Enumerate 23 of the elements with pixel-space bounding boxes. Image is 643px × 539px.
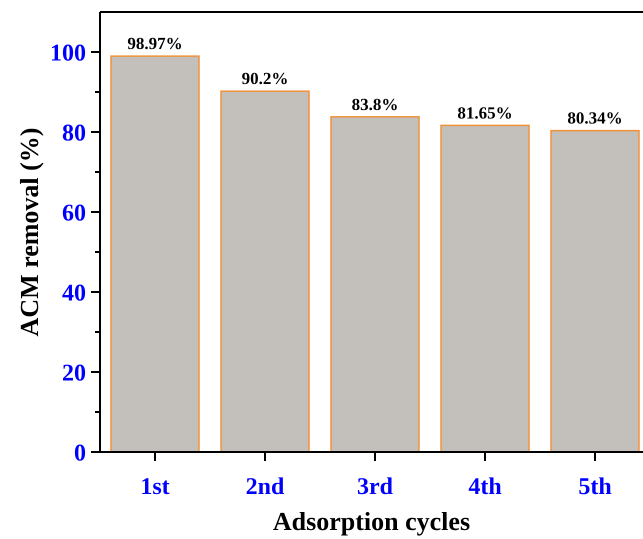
x-axis-title: Adsorption cycles (272, 507, 470, 536)
bar (440, 124, 530, 453)
data-label: 90.2% (242, 69, 288, 88)
bar (550, 130, 640, 453)
bar (220, 90, 310, 453)
y-tick-label: 0 (74, 440, 86, 466)
x-tick-label: 1st (140, 474, 170, 500)
y-tick-label: 100 (50, 40, 86, 66)
data-label: 81.65% (457, 103, 513, 122)
y-axis-title: ACM removal (%) (15, 128, 44, 336)
x-tick-label: 3rd (357, 474, 394, 500)
bar (110, 55, 200, 453)
bar (330, 116, 420, 453)
x-tick-label: 2nd (246, 474, 285, 500)
y-tick-label: 40 (62, 280, 86, 306)
y-tick-label: 60 (62, 200, 86, 226)
y-tick-label: 80 (62, 120, 86, 146)
data-label: 80.34% (567, 108, 623, 128)
data-label: 98.97% (127, 34, 183, 54)
data-label: 83.8% (352, 94, 398, 114)
y-tick-label: 20 (62, 360, 86, 386)
x-tick-label: 4th (468, 474, 502, 500)
x-tick-label: 5th (578, 474, 612, 500)
